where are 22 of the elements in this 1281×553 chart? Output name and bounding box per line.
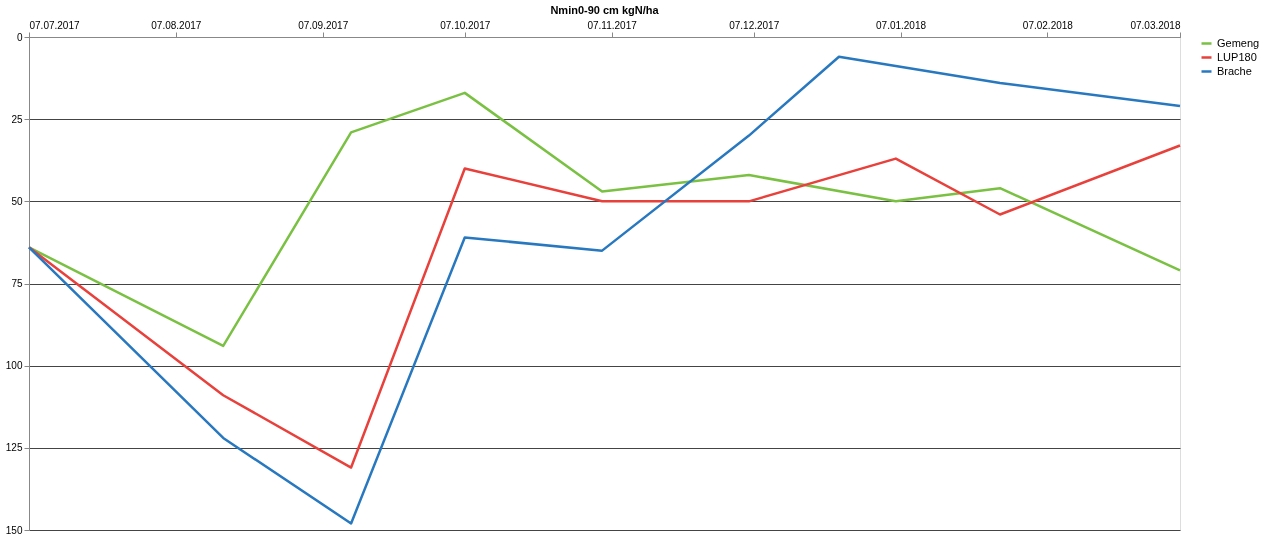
x-tick-label: 07.01.2018 xyxy=(876,19,927,31)
x-tick-label: 07.12.2017 xyxy=(729,19,780,31)
legend-label: Brache xyxy=(1217,64,1252,77)
x-tick-label: 07.07.2017 xyxy=(29,19,80,31)
y-tick-label: 50 xyxy=(11,195,23,207)
x-tick-label: 07.11.2017 xyxy=(587,19,638,31)
line-series xyxy=(27,91,1182,348)
x-tick-label: 07.10.2017 xyxy=(440,19,491,31)
x-tick-label: 07.08.2017 xyxy=(151,19,202,31)
y-tick-label: 100 xyxy=(5,360,23,372)
y-tick-label: 150 xyxy=(5,524,23,536)
x-tick-label: 07.03.2018 xyxy=(1130,19,1181,31)
x-tick-label: 07.09.2017 xyxy=(298,19,349,31)
y-tick-label: 0 xyxy=(16,31,23,43)
y-tick-label: 75 xyxy=(11,278,23,289)
chart-title: Nmin0-90 cm kgN/ha xyxy=(550,4,660,16)
legend-label: Gemeng xyxy=(1217,36,1260,49)
y-tick-label: 125 xyxy=(5,442,23,454)
x-tick-label: 07.02.2018 xyxy=(1022,19,1074,31)
y-tick-label: 25 xyxy=(11,113,23,125)
line-series xyxy=(27,55,1182,525)
legend-label: LUP180 xyxy=(1217,50,1257,63)
